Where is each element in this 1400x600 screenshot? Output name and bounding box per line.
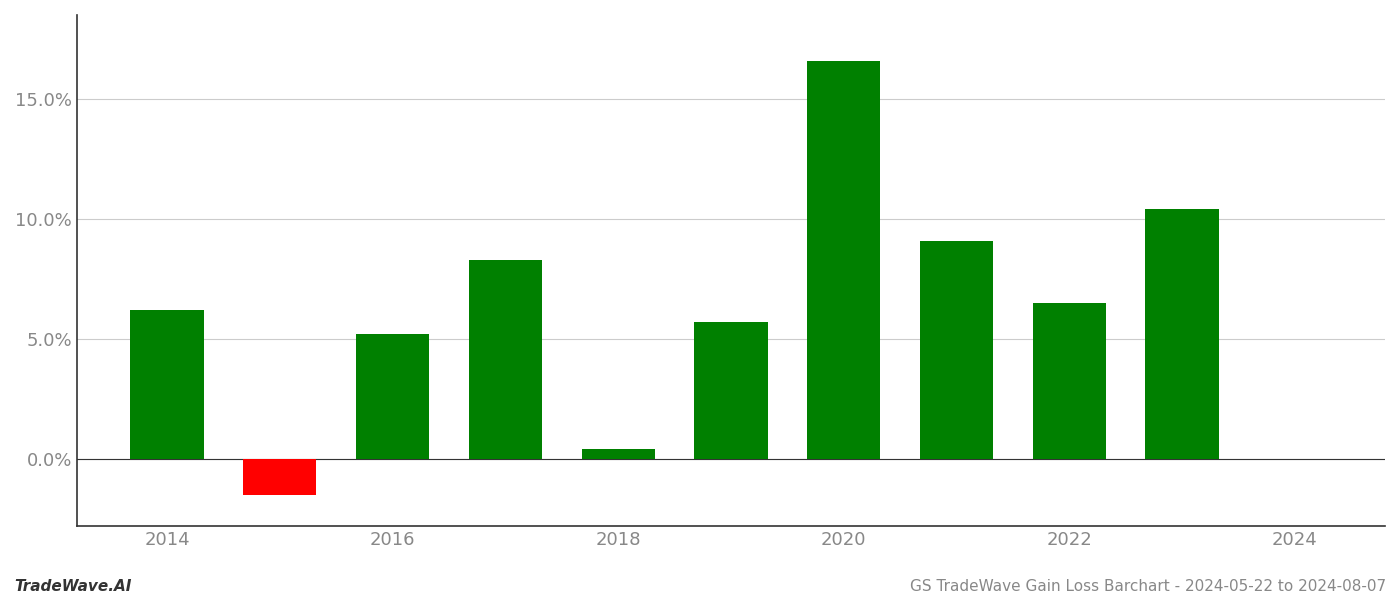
Bar (581, 449, 655, 459)
Text: TradeWave.AI: TradeWave.AI (14, 579, 132, 594)
Bar (1033, 303, 1106, 459)
Bar (356, 334, 430, 459)
Bar (130, 310, 204, 459)
Bar (1145, 209, 1218, 459)
Bar (469, 260, 542, 459)
Bar (806, 61, 881, 459)
Text: GS TradeWave Gain Loss Barchart - 2024-05-22 to 2024-08-07: GS TradeWave Gain Loss Barchart - 2024-0… (910, 579, 1386, 594)
Bar (244, 459, 316, 495)
Bar (920, 241, 993, 459)
Bar (694, 322, 767, 459)
